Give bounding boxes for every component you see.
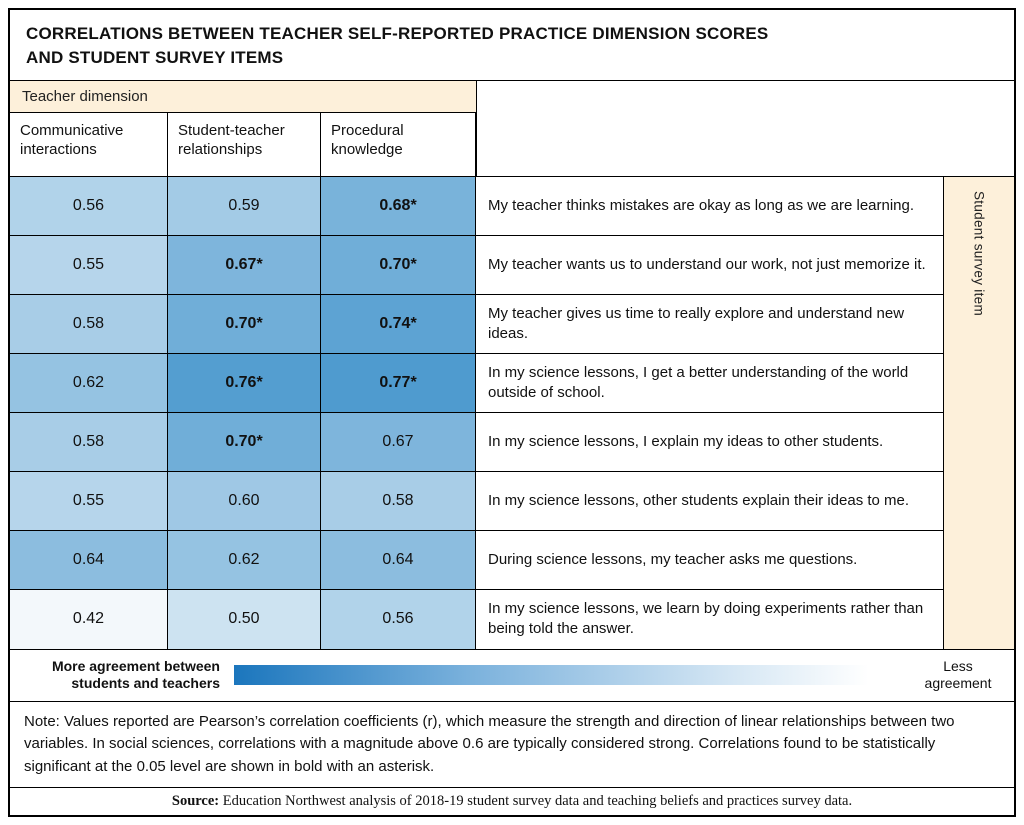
correlation-cell: 0.68* — [321, 176, 476, 236]
survey-item-text: During science lessons, my teacher asks … — [476, 530, 944, 590]
column-header-student-teacher-relationships: Student-teacher relationships — [168, 112, 321, 177]
correlation-cell: 0.70* — [168, 294, 321, 354]
correlation-cell: 0.55 — [10, 235, 168, 295]
correlation-cell: 0.67 — [321, 412, 476, 472]
correlation-cell: 0.58 — [321, 471, 476, 531]
correlation-cell: 0.67* — [168, 235, 321, 295]
row-group-label-text: Student survey item — [971, 190, 987, 316]
column-header-communicative-interactions: Communicative interactions — [10, 112, 168, 177]
correlation-cell: 0.59 — [168, 176, 321, 236]
survey-item-text: In my science lessons, we learn by doing… — [476, 589, 944, 649]
survey-item-text: My teacher wants us to understand our wo… — [476, 235, 944, 295]
correlation-cell: 0.76* — [168, 353, 321, 413]
source-prefix: Source: — [171, 793, 220, 809]
survey-item-text: In my science lessons, I explain my idea… — [476, 412, 944, 472]
correlation-cell: 0.55 — [10, 471, 168, 531]
correlation-cell: 0.74* — [321, 294, 476, 354]
survey-item-text: My teacher gives us time to really explo… — [476, 294, 944, 354]
legend-gradient-bar — [234, 665, 902, 686]
figure-title: CORRELATIONS BETWEEN TEACHER SELF-REPORT… — [10, 10, 1014, 81]
color-legend: More agreement between students and teac… — [10, 648, 1014, 701]
column-group-header: Teacher dimension — [10, 80, 476, 113]
figure-frame: CORRELATIONS BETWEEN TEACHER SELF-REPORT… — [8, 8, 1016, 817]
correlation-cell: 0.58 — [10, 294, 168, 354]
correlation-cell: 0.64 — [10, 530, 168, 590]
survey-item-text: In my science lessons, other students ex… — [476, 471, 944, 531]
correlation-cell: 0.70* — [321, 235, 476, 295]
header-empty-region — [476, 80, 1014, 177]
figure-note: Note: Values reported are Pearson’s corr… — [10, 700, 1014, 788]
survey-item-text: In my science lessons, I get a better un… — [476, 353, 944, 413]
source-text: Education Northwest analysis of 2018-19 … — [222, 793, 853, 809]
legend-more-agreement-label: More agreement between students and teac… — [51, 657, 220, 692]
correlation-cell: 0.58 — [10, 412, 168, 472]
correlation-cell: 0.70* — [168, 412, 321, 472]
correlation-cell: 0.56 — [10, 176, 168, 236]
correlation-cell: 0.62 — [10, 353, 168, 413]
correlation-cell: 0.60 — [168, 471, 321, 531]
row-group-label: Student survey item — [944, 176, 1014, 649]
correlation-cell: 0.56 — [321, 589, 476, 649]
survey-item-text: My teacher thinks mistakes are okay as l… — [476, 176, 944, 236]
correlation-table: Teacher dimension Communicative interact… — [10, 80, 1014, 649]
correlation-cell: 0.64 — [321, 530, 476, 590]
figure-source: Source: Education Northwest analysis of … — [10, 787, 1014, 815]
correlation-cell: 0.77* — [321, 353, 476, 413]
correlation-cell: 0.62 — [168, 530, 321, 590]
correlation-cell: 0.50 — [168, 589, 321, 649]
correlation-cell: 0.42 — [10, 589, 168, 649]
column-header-procedural-knowledge: Procedural knowledge — [321, 112, 476, 177]
legend-less-agreement-label: Less agreement — [924, 657, 992, 692]
